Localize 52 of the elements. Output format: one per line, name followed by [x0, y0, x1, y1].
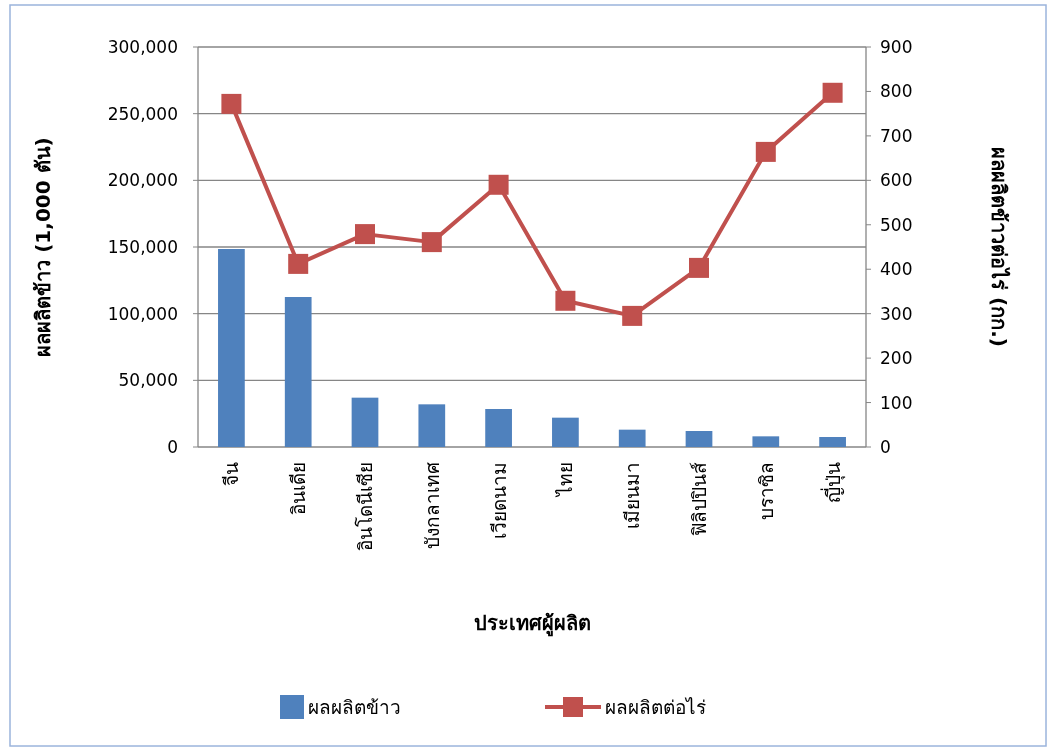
bar	[418, 404, 446, 447]
y2-tick-label: 800	[880, 81, 913, 102]
y2-tick-label: 0	[880, 437, 891, 457]
bar	[351, 397, 379, 447]
y-tick-label: 300,000	[107, 37, 178, 57]
x-tick-label: เมียนมา	[621, 462, 644, 529]
y2-tick-label: 400	[880, 259, 913, 280]
point	[421, 232, 442, 253]
x-tick-label: จีน	[220, 462, 243, 486]
bar	[618, 429, 646, 447]
y-tick-label: 200,000	[107, 170, 178, 191]
y-tick-label: 150,000	[107, 237, 178, 257]
y2-tick-label: 900	[880, 37, 913, 57]
legend-label: ผลผลิตต่อไร่	[605, 696, 706, 718]
bar	[685, 431, 713, 447]
y2-tick-label: 300	[880, 303, 913, 324]
y2-tick-label: 600	[880, 170, 913, 191]
legend-label: ผลผลิตข้าว	[308, 696, 401, 718]
x-axis-title: ประเทศผู้ผลิต	[473, 611, 591, 637]
x-tick-label: บราซิล	[754, 462, 777, 520]
x-tick-label: เวียดนาม	[487, 462, 510, 539]
point	[355, 224, 375, 245]
x-tick-label: ญี่ปุ่น	[819, 462, 846, 503]
y2-axis-title: ผลผลิตข้าวต่อไร่ (กก.)	[987, 147, 1011, 347]
point	[755, 141, 776, 162]
x-tick-label: อินโดนีเซีย	[354, 462, 376, 551]
y-tick-label: 0	[167, 437, 178, 457]
y-tick-label: 100,000	[107, 303, 178, 324]
y2-tick-label: 100	[880, 392, 913, 413]
point	[488, 174, 509, 195]
x-tick-label: อินเดีย	[287, 462, 310, 515]
point	[822, 82, 843, 103]
x-tick-label: บังกลาเทศ	[420, 462, 443, 549]
y2-tick-label: 500	[880, 214, 913, 235]
y2-tick-label: 700	[880, 125, 913, 146]
y2-tick-label: 200	[880, 348, 913, 369]
bar	[752, 436, 780, 447]
y-axis-title: ผลผลิตข้าว (1,000 ตัน)	[31, 137, 55, 357]
bar	[819, 437, 846, 447]
point	[221, 93, 242, 114]
bar	[552, 417, 579, 447]
point	[288, 253, 309, 274]
point	[689, 257, 709, 278]
x-tick-label: ฟิลิปปินส์	[688, 462, 710, 536]
x-tick-label: ไทย	[554, 462, 577, 498]
bar	[218, 249, 245, 447]
y-tick-label: 250,000	[107, 103, 178, 124]
point	[622, 305, 643, 326]
y-tick-label: 50,000	[118, 370, 178, 391]
bar	[485, 409, 512, 447]
point	[555, 290, 576, 311]
bar	[284, 297, 312, 447]
